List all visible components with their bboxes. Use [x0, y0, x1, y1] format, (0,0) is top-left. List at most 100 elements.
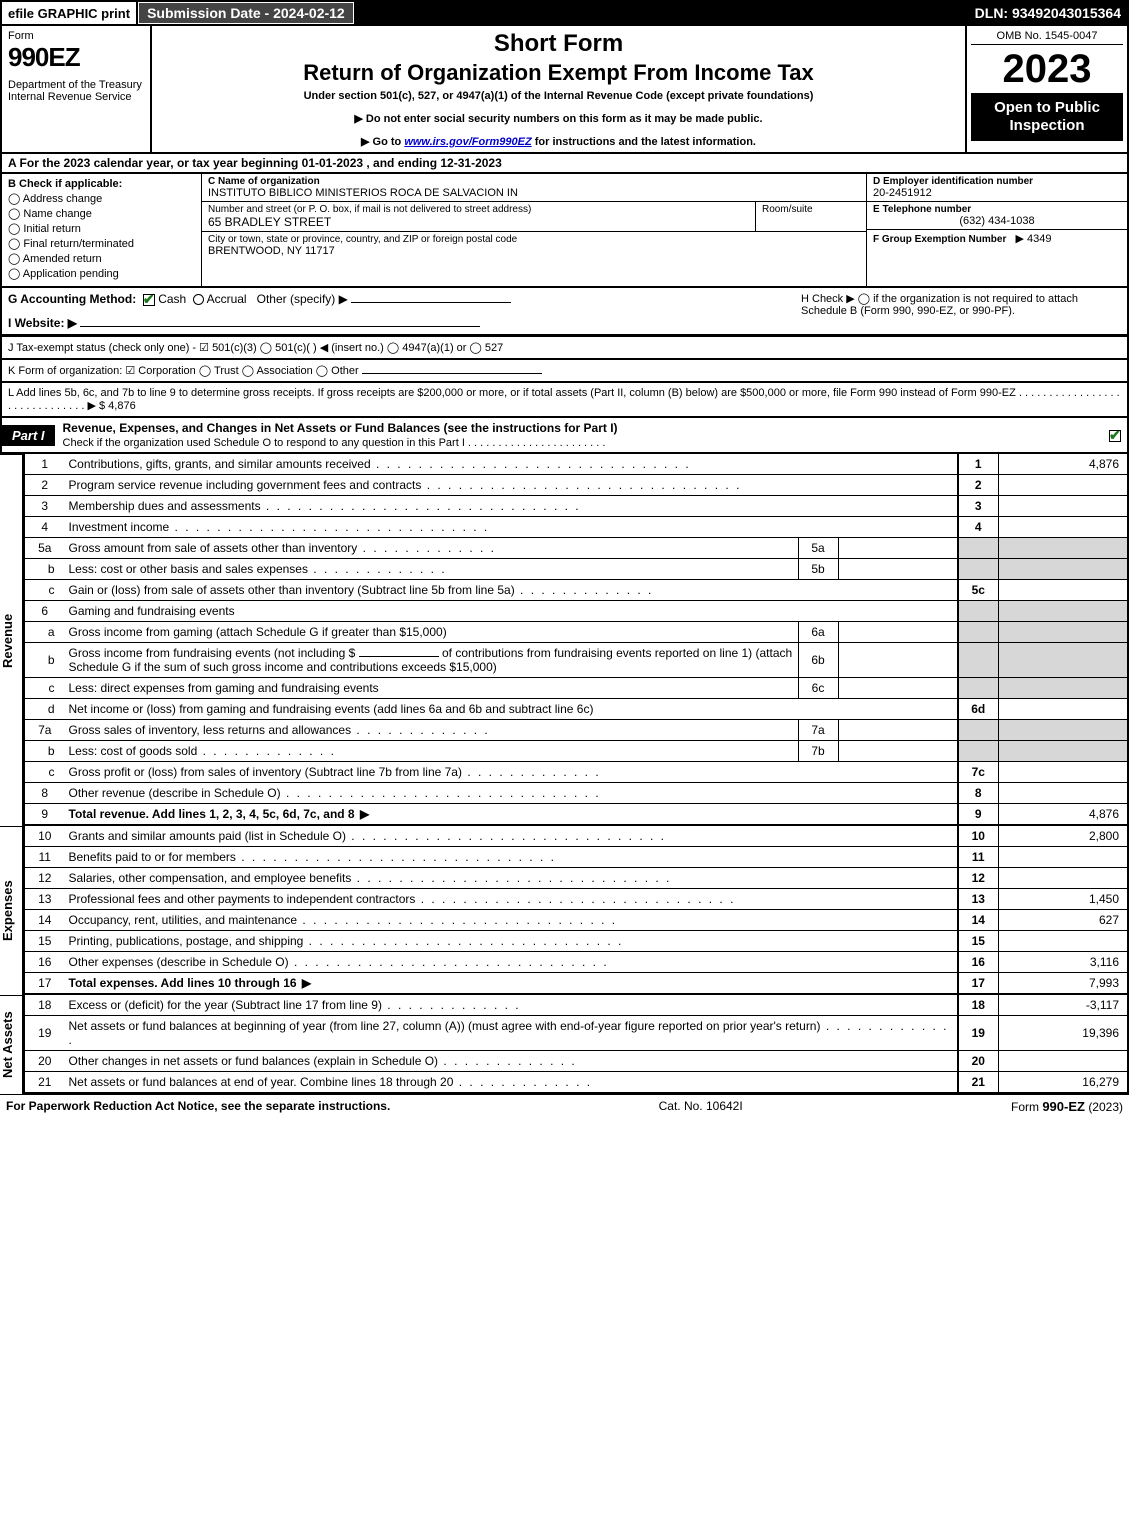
line-18: 18 Excess or (deficit) for the year (Sub…: [25, 995, 1129, 1016]
ln-13-lbl: 13: [958, 889, 998, 910]
row-k: K Form of organization: ☑ Corporation ◯ …: [0, 360, 1129, 383]
row-l-value: 4,876: [108, 400, 136, 412]
ln-4-lbl: 4: [958, 517, 998, 538]
omb-no: OMB No. 1545-0047: [971, 30, 1123, 45]
chk-address-change[interactable]: Address change: [8, 192, 195, 205]
ln-5a-no: 5a: [25, 538, 65, 559]
footer-right: Form 990-EZ (2023): [1011, 1099, 1123, 1114]
ln-20-no: 20: [25, 1051, 65, 1072]
line-17: 17 Total expenses. Add lines 10 through …: [25, 973, 1129, 995]
ln-6b-desc1: Gross income from fundraising events (no…: [69, 646, 356, 660]
ln-6b-minival: [838, 643, 958, 678]
ln-9-desc: Total revenue. Add lines 1, 2, 3, 4, 5c,…: [65, 804, 959, 826]
chk-initial-return[interactable]: Initial return: [8, 222, 195, 235]
ln-20-val: [998, 1051, 1128, 1072]
ln-16-lbl: 16: [958, 952, 998, 973]
ln-21-val: 16,279: [998, 1072, 1128, 1094]
org-name: INSTITUTO BIBLICO MINISTERIOS ROCA DE SA…: [208, 187, 860, 199]
ln-5b-no: b: [25, 559, 65, 580]
ln-6-no: 6: [25, 601, 65, 622]
line-6a: a Gross income from gaming (attach Sched…: [25, 622, 1129, 643]
ln-8-lbl: 8: [958, 783, 998, 804]
row-g: G Accounting Method: Cash Accrual Other …: [8, 292, 801, 330]
chk-amended-return[interactable]: Amended return: [8, 252, 195, 265]
ln-6b-grey1: [958, 643, 998, 678]
page-footer: For Paperwork Reduction Act Notice, see …: [0, 1094, 1129, 1118]
ln-7b-grey1: [958, 741, 998, 762]
ln-6a-grey2: [998, 622, 1128, 643]
row-k-text: K Form of organization: ☑ Corporation ◯ …: [8, 365, 359, 377]
chk-final-return[interactable]: Final return/terminated: [8, 237, 195, 250]
ln-15-lbl: 15: [958, 931, 998, 952]
ln-6b-blank[interactable]: [359, 656, 439, 657]
ln-6d-lbl: 6d: [958, 699, 998, 720]
form-word: Form: [8, 30, 144, 42]
ln-14-lbl: 14: [958, 910, 998, 931]
ln-5c-no: c: [25, 580, 65, 601]
ln-18-desc: Excess or (deficit) for the year (Subtra…: [65, 995, 959, 1016]
ln-17-lbl: 17: [958, 973, 998, 995]
chk-name-change[interactable]: Name change: [8, 207, 195, 220]
ln-1-desc: Contributions, gifts, grants, and simila…: [65, 454, 959, 475]
ln-6b-grey2: [998, 643, 1128, 678]
part-i-header: Part I Revenue, Expenses, and Changes in…: [0, 418, 1129, 454]
ln-5a-grey1: [958, 538, 998, 559]
irs-link[interactable]: www.irs.gov/Form990EZ: [404, 136, 531, 148]
link-note: ▶ Go to www.irs.gov/Form990EZ for instru…: [160, 135, 957, 148]
ln-17-val: 7,993: [998, 973, 1128, 995]
efile-print[interactable]: efile GRAPHIC print: [2, 2, 138, 24]
form-header: Form 990EZ Department of the Treasury In…: [0, 26, 1129, 154]
room-label: Room/suite: [762, 204, 860, 215]
ln-3-lbl: 3: [958, 496, 998, 517]
ln-1-val: 4,876: [998, 454, 1128, 475]
ln-16-val: 3,116: [998, 952, 1128, 973]
line-8: 8 Other revenue (describe in Schedule O)…: [25, 783, 1129, 804]
ln-3-val: [998, 496, 1128, 517]
line-13: 13 Professional fees and other payments …: [25, 889, 1129, 910]
chk-application-pending[interactable]: Application pending: [8, 267, 195, 280]
chk-cash[interactable]: [143, 294, 155, 306]
g-other-line[interactable]: [351, 302, 511, 303]
ein-cell: D Employer identification number 20-2451…: [867, 174, 1127, 202]
phone-label: E Telephone number: [873, 204, 1121, 215]
chk-accrual[interactable]: [193, 294, 204, 305]
ln-5c-lbl: 5c: [958, 580, 998, 601]
footer-left: For Paperwork Reduction Act Notice, see …: [6, 1099, 390, 1114]
ln-19-val: 19,396: [998, 1016, 1128, 1051]
part-i-checkbox[interactable]: [1103, 428, 1127, 442]
line-19: 19 Net assets or fund balances at beginn…: [25, 1016, 1129, 1051]
return-title: Return of Organization Exempt From Incom…: [160, 60, 957, 86]
part-i-title-text: Revenue, Expenses, and Changes in Net As…: [63, 421, 618, 435]
k-other-line[interactable]: [362, 373, 542, 374]
ln-6d-no: d: [25, 699, 65, 720]
box-def: D Employer identification number 20-2451…: [867, 174, 1127, 286]
row-gh: G Accounting Method: Cash Accrual Other …: [0, 288, 1129, 336]
short-form-title: Short Form: [160, 30, 957, 58]
city-cell: City or town, state or province, country…: [202, 232, 866, 259]
ln-17-desc: Total expenses. Add lines 10 through 16: [65, 973, 959, 995]
ln-13-val: 1,450: [998, 889, 1128, 910]
ln-6c-desc: Less: direct expenses from gaming and fu…: [65, 678, 799, 699]
expenses-side-label: Expenses: [0, 826, 24, 995]
ln-7c-lbl: 7c: [958, 762, 998, 783]
ln-8-val: [998, 783, 1128, 804]
box-b: B Check if applicable: Address change Na…: [2, 174, 202, 286]
ln-10-no: 10: [25, 826, 65, 847]
website-line[interactable]: [80, 326, 480, 327]
ln-6c-minival: [838, 678, 958, 699]
row-a-tax-year: A For the 2023 calendar year, or tax yea…: [0, 154, 1129, 174]
ln-21-lbl: 21: [958, 1072, 998, 1094]
ln-8-desc: Other revenue (describe in Schedule O): [65, 783, 959, 804]
ln-7a-minival: [838, 720, 958, 741]
ln-7a-no: 7a: [25, 720, 65, 741]
g-cash: Cash: [158, 292, 186, 306]
netassets-table: 18 Excess or (deficit) for the year (Sub…: [24, 995, 1129, 1094]
org-name-cell: C Name of organization INSTITUTO BIBLICO…: [202, 174, 866, 202]
expenses-section: Expenses 10 Grants and similar amounts p…: [0, 826, 1129, 995]
line-16: 16 Other expenses (describe in Schedule …: [25, 952, 1129, 973]
ln-15-desc: Printing, publications, postage, and shi…: [65, 931, 959, 952]
g-label: G Accounting Method:: [8, 292, 136, 306]
ln-19-desc: Net assets or fund balances at beginning…: [65, 1016, 959, 1051]
ln-7c-val: [998, 762, 1128, 783]
ln-6c-grey2: [998, 678, 1128, 699]
